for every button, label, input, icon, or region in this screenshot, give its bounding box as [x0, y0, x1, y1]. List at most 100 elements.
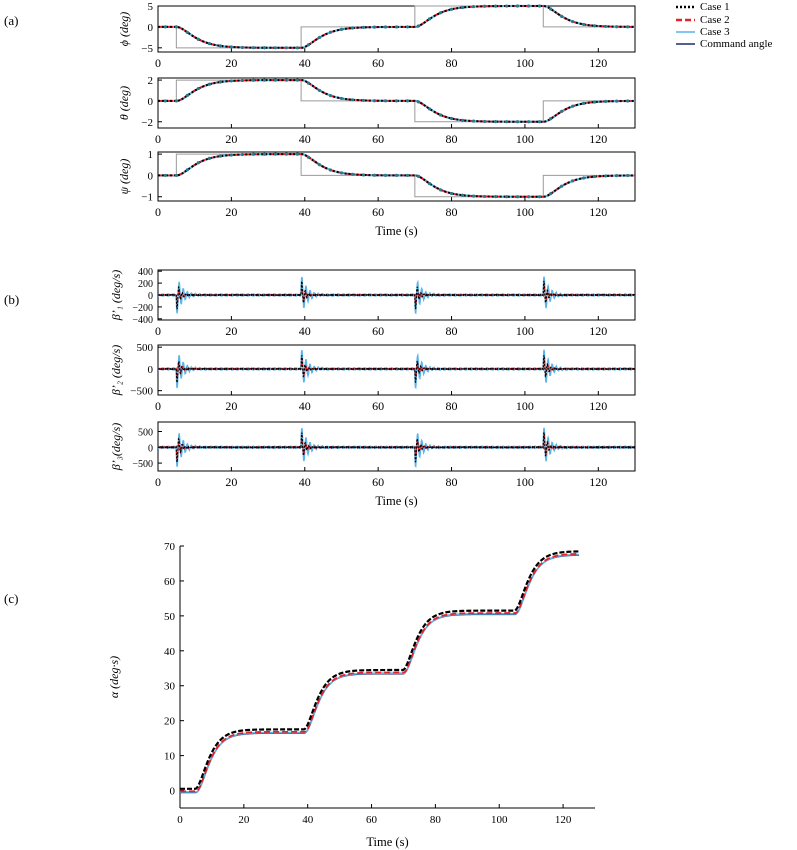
response-marker: [273, 152, 278, 156]
response-marker: [493, 120, 498, 124]
y-tick-label: 5: [148, 1, 154, 13]
response-marker: [383, 25, 388, 29]
x-axis-label: Time (s): [366, 835, 408, 849]
x-tick-label: 80: [446, 399, 458, 413]
y-axis-label: ψ (deg): [117, 159, 131, 195]
x-tick-label: 120: [589, 132, 607, 146]
response-marker: [262, 46, 267, 50]
response-marker: [571, 104, 575, 108]
response-marker: [284, 46, 289, 50]
x-tick-label: 100: [516, 132, 534, 146]
response-marker: [560, 184, 564, 188]
response-marker: [383, 99, 388, 103]
response-marker: [196, 161, 200, 165]
y-axis-label: β’₁ (deg/s): [109, 270, 123, 321]
response-marker: [295, 78, 300, 82]
x-tick-label: 20: [225, 132, 237, 146]
x-tick-label: 80: [446, 324, 458, 338]
response-marker: [405, 173, 410, 178]
response-marker: [306, 155, 311, 159]
response-marker: [504, 4, 509, 8]
response-marker: [207, 42, 211, 46]
y-axis-label: α (deg·s): [107, 656, 121, 698]
y-axis-label: θ (deg): [117, 86, 131, 120]
x-tick-label: 100: [516, 205, 534, 219]
response-marker: [350, 172, 355, 176]
response-marker: [163, 173, 167, 178]
response-marker: [328, 30, 333, 34]
y-tick-label: 10: [164, 751, 176, 763]
response-marker: [262, 78, 267, 82]
response-marker: [526, 120, 531, 124]
x-tick-label: 40: [299, 132, 311, 146]
x-tick-label: 0: [155, 132, 161, 146]
response-marker: [262, 152, 267, 156]
response-marker: [218, 154, 222, 158]
x-tick-label: 60: [372, 132, 384, 146]
x-tick-label: 20: [225, 324, 237, 338]
response-marker: [482, 194, 487, 199]
response-marker: [350, 98, 355, 102]
x-tick-label: 40: [299, 324, 311, 338]
plot-frame: [157, 5, 636, 53]
response-marker: [438, 188, 443, 192]
x-tick-label: 80: [446, 132, 458, 146]
case1-line: [158, 79, 636, 123]
legend-label-command: Command angle: [700, 38, 773, 50]
response-marker: [372, 25, 377, 29]
case2-line: [180, 552, 580, 793]
response-marker: [604, 174, 608, 178]
legend-label-case2: Case 2: [700, 14, 730, 26]
response-marker: [372, 99, 377, 103]
x-tick-label: 20: [238, 814, 250, 826]
response-marker: [251, 78, 255, 82]
y-tick-label: −200: [132, 303, 153, 314]
legend-label-case3: Case 3: [700, 26, 730, 38]
response-marker: [306, 81, 311, 85]
y-tick-label: −500: [132, 459, 153, 470]
legend: Case 1 Case 2 Case 3 Command angle: [676, 1, 773, 50]
y-axis-label: β’₃(deg/s): [109, 423, 123, 471]
x-tick-label: 120: [589, 399, 607, 413]
response-marker: [416, 100, 421, 104]
response-marker: [538, 120, 542, 124]
response-marker: [604, 99, 608, 103]
response-marker: [471, 119, 476, 123]
response-marker: [240, 152, 244, 157]
y-tick-label: 500: [138, 427, 153, 438]
response-marker: [482, 119, 487, 124]
response-marker: [218, 44, 222, 48]
response-marker: [549, 117, 553, 121]
y-tick-label: 70: [164, 541, 176, 553]
response-marker: [449, 7, 454, 11]
x-tick-label: 100: [516, 475, 534, 489]
x-tick-label: 40: [302, 814, 314, 826]
response-marker: [273, 78, 278, 82]
x-tick-label: 60: [372, 205, 384, 219]
y-tick-label: 0: [148, 291, 153, 302]
response-marker: [427, 182, 432, 186]
y-tick-label: 0: [148, 443, 153, 454]
response-marker: [471, 5, 476, 9]
response-marker: [251, 46, 255, 50]
x-tick-label: 80: [430, 814, 442, 826]
x-tick-label: 100: [516, 399, 534, 413]
response-marker: [229, 153, 233, 157]
x-axis-label: Time (s): [375, 494, 417, 508]
response-marker: [571, 179, 575, 183]
case1-line: [180, 550, 580, 790]
response-marker: [549, 192, 553, 196]
case1-line: [158, 432, 635, 463]
response-marker: [361, 173, 366, 177]
response-marker: [626, 25, 630, 29]
y-tick-label: 0: [148, 96, 154, 108]
response-marker: [449, 116, 454, 121]
x-tick-label: 120: [589, 205, 607, 219]
response-marker: [427, 107, 432, 111]
response-marker: [405, 99, 410, 103]
x-tick-label: 0: [155, 56, 161, 70]
response-marker: [339, 96, 344, 101]
